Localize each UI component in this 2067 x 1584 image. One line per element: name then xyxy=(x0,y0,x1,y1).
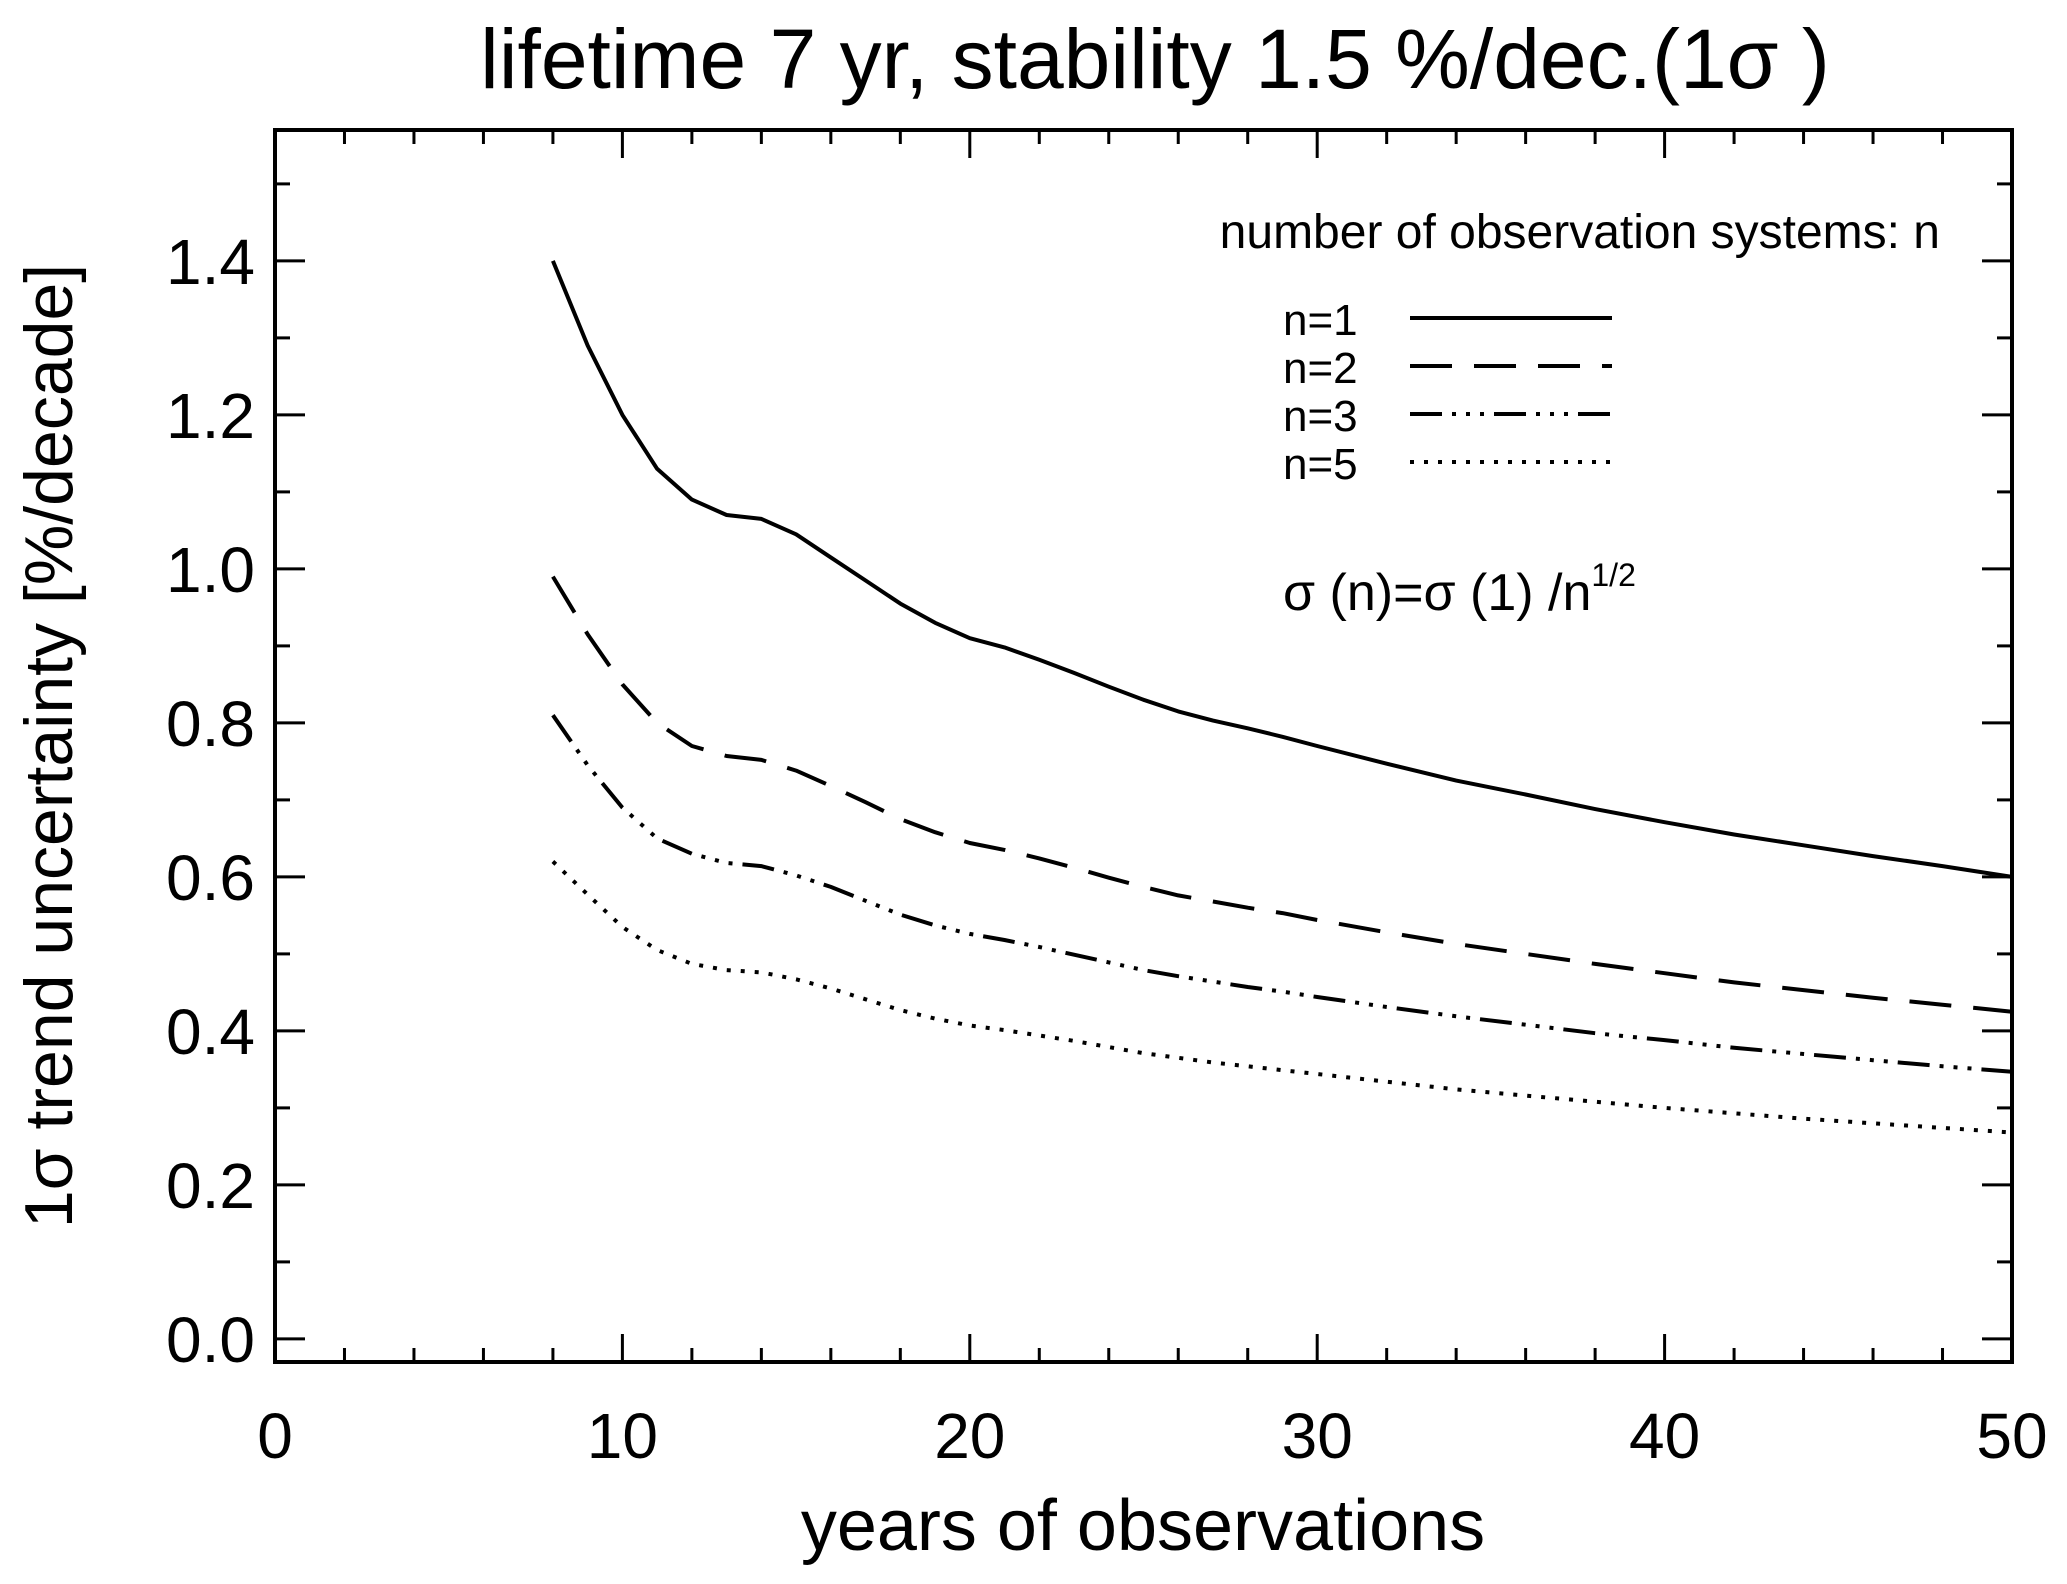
y-tick-label: 0.8 xyxy=(166,688,255,760)
chart-title: lifetime 7 yr, stability 1.5 %/dec.(1σ ) xyxy=(480,12,1830,106)
formula-main: σ (n)=σ (1) /n xyxy=(1283,564,1591,622)
x-tick-label: 0 xyxy=(257,1400,293,1472)
legend-title: number of observation systems: n xyxy=(1220,206,1940,259)
legend: number of observation systems: n n=1n=2n… xyxy=(1220,206,1940,489)
series-line-n2 xyxy=(551,575,2013,1014)
y-tick-label: 0.4 xyxy=(166,996,255,1068)
y-tick-label: 0.2 xyxy=(166,1150,255,1222)
y-tick-label: 1.4 xyxy=(166,226,255,298)
series-lines xyxy=(551,260,2013,1135)
x-tick-label: 10 xyxy=(587,1400,658,1472)
series-line-n3 xyxy=(551,714,2013,1074)
legend-label: n=5 xyxy=(1283,440,1358,489)
y-tick-label: 1.2 xyxy=(166,380,255,452)
y-tick-label: 0.6 xyxy=(166,842,255,914)
legend-label: n=1 xyxy=(1283,296,1358,345)
formula-exponent: 1/2 xyxy=(1591,557,1635,593)
series-line-n5 xyxy=(551,860,2013,1135)
x-tick-label: 50 xyxy=(1976,1400,2047,1472)
axis-ticks xyxy=(273,130,2014,1362)
x-tick-label: 30 xyxy=(1282,1400,1353,1472)
y-tick-label: 0.0 xyxy=(166,1304,255,1376)
series-line-n1 xyxy=(551,260,2013,879)
axis-tick-labels: 0 10 20 30 40 50 0.0 0.2 0.4 0.6 0.8 1.0 1.2 1.4 xyxy=(166,226,2048,1472)
x-tick-label: 20 xyxy=(934,1400,1005,1472)
y-axis-label: 1σ trend uncertainty [%/decade] xyxy=(11,264,87,1228)
y-tick-label: 1.0 xyxy=(166,534,255,606)
x-axis-label: years of observations xyxy=(801,1486,1485,1566)
x-tick-label: 40 xyxy=(1629,1400,1700,1472)
legend-label: n=2 xyxy=(1283,344,1358,393)
legend-label: n=3 xyxy=(1283,392,1358,441)
formula-annotation: σ (n)=σ (1) /n1/2 xyxy=(1283,557,1636,622)
plot-area-frame xyxy=(273,128,2014,1364)
legend-entries: n=1n=2n=3n=5 xyxy=(1283,296,1612,489)
